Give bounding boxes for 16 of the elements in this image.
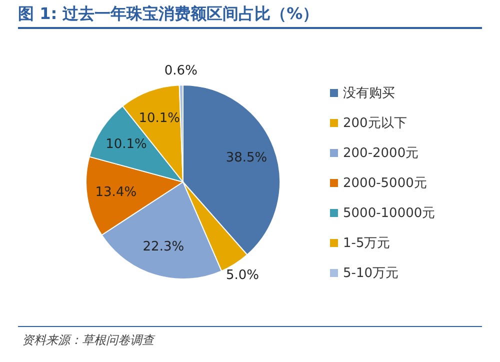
data-label: 10.1% (138, 110, 180, 126)
chart-title: 图 1: 过去一年珠宝消费额区间占比（%） (18, 4, 482, 29)
data-label: 22.3% (142, 240, 184, 255)
data-label: 13.4% (95, 185, 137, 200)
data-label: 10.1% (106, 137, 147, 152)
legend-label: 5-10万元 (343, 265, 399, 282)
data-label: 5.0% (226, 268, 259, 284)
data-label: 0.6% (164, 64, 198, 79)
legend-label: 200-2000元 (343, 145, 419, 162)
text: 资料来源：草根问卷调查 (22, 332, 154, 349)
legend-label: 1-5万元 (343, 235, 390, 252)
legend-label: 没有购买 (343, 85, 395, 102)
data-label: 38.5% (226, 150, 268, 166)
legend-label: 2000-5000元 (343, 175, 427, 192)
legend-label: 200元以下 (343, 115, 407, 132)
legend-label: 5000-10000元 (343, 205, 436, 222)
